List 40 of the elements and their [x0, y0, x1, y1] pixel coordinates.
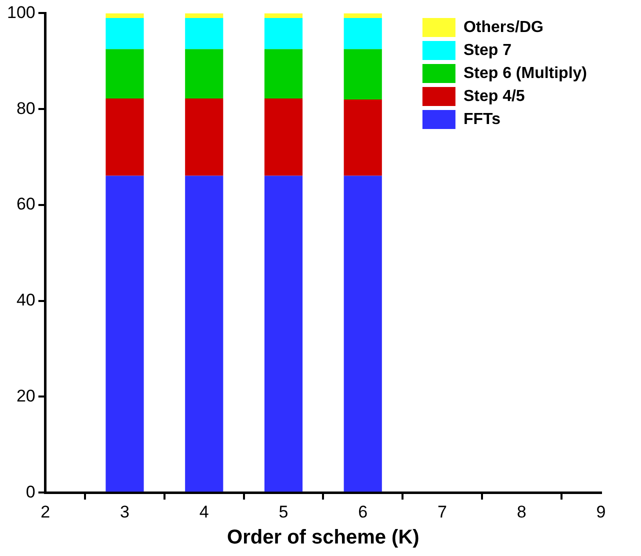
y-tick-label: 80	[16, 98, 36, 118]
x-axis-title: Order of scheme (K)	[227, 526, 420, 549]
bar	[264, 13, 303, 18]
bar	[185, 176, 224, 492]
bar	[344, 99, 382, 176]
bar	[344, 13, 382, 18]
bar	[185, 98, 224, 176]
legend-label: Others/DG	[463, 18, 544, 36]
x-tick-label: 5	[278, 502, 288, 522]
legend-label: Step 4/5	[463, 88, 525, 105]
bar	[106, 49, 144, 99]
bar	[264, 98, 303, 176]
x-tick-label: 9	[596, 502, 606, 522]
legend-label: Step 7	[463, 42, 512, 59]
y-tick-label: 20	[16, 386, 36, 406]
bar	[185, 13, 224, 18]
legend-label: Step 6 (Multiply)	[463, 64, 588, 82]
x-tick-label: 2	[40, 502, 50, 522]
bar	[264, 18, 303, 50]
legend-label: FFTs	[463, 110, 501, 128]
bar	[106, 98, 144, 176]
bar	[106, 18, 144, 50]
bar	[344, 176, 382, 492]
bar	[106, 13, 144, 18]
x-tick-label: 6	[358, 502, 368, 522]
x-tick-label: 7	[438, 502, 447, 522]
bar	[185, 18, 224, 50]
bar	[264, 176, 303, 492]
bar	[344, 49, 382, 100]
y-tick-label: 40	[16, 290, 36, 310]
y-tick-label: 100	[6, 2, 36, 22]
bar	[264, 49, 303, 99]
x-tick-label: 4	[199, 502, 209, 522]
bar	[185, 49, 224, 99]
y-tick-label: 0	[26, 482, 36, 502]
bar	[106, 176, 144, 492]
x-tick-label: 8	[516, 502, 526, 522]
y-tick-label: 60	[16, 194, 36, 214]
bar	[344, 18, 382, 50]
x-tick-label: 3	[120, 502, 130, 522]
